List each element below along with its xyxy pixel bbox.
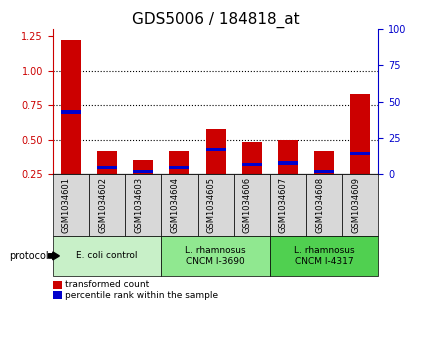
Text: GSM1034601: GSM1034601: [62, 177, 71, 233]
Bar: [242, 163, 262, 166]
Text: GSM1034608: GSM1034608: [315, 177, 324, 233]
Bar: [97, 166, 117, 169]
Bar: [169, 166, 189, 169]
Text: transformed count: transformed count: [65, 280, 149, 289]
Bar: [278, 162, 298, 165]
Text: percentile rank within the sample: percentile rank within the sample: [65, 291, 218, 300]
Bar: [205, 129, 226, 174]
Bar: [350, 152, 370, 155]
Bar: [169, 151, 189, 174]
Title: GDS5006 / 184818_at: GDS5006 / 184818_at: [132, 12, 299, 28]
Bar: [350, 94, 370, 174]
Bar: [314, 151, 334, 174]
Text: GSM1034602: GSM1034602: [98, 177, 107, 233]
Text: GSM1034607: GSM1034607: [279, 177, 288, 233]
Bar: [133, 160, 153, 174]
Bar: [97, 151, 117, 174]
Text: GSM1034605: GSM1034605: [207, 177, 216, 233]
Text: GSM1034604: GSM1034604: [170, 177, 180, 233]
Text: L. rhamnosus
CNCM I-3690: L. rhamnosus CNCM I-3690: [185, 246, 246, 266]
Text: E. coli control: E. coli control: [76, 252, 138, 260]
Bar: [205, 148, 226, 151]
Text: GSM1034606: GSM1034606: [243, 177, 252, 233]
Text: L. rhamnosus
CNCM I-4317: L. rhamnosus CNCM I-4317: [294, 246, 355, 266]
Text: protocol: protocol: [9, 251, 48, 261]
Bar: [133, 170, 153, 173]
Bar: [61, 110, 81, 114]
Bar: [61, 40, 81, 174]
Text: GSM1034609: GSM1034609: [351, 177, 360, 233]
Bar: [314, 170, 334, 173]
Text: GSM1034603: GSM1034603: [134, 177, 143, 233]
Bar: [242, 142, 262, 174]
Bar: [278, 140, 298, 174]
